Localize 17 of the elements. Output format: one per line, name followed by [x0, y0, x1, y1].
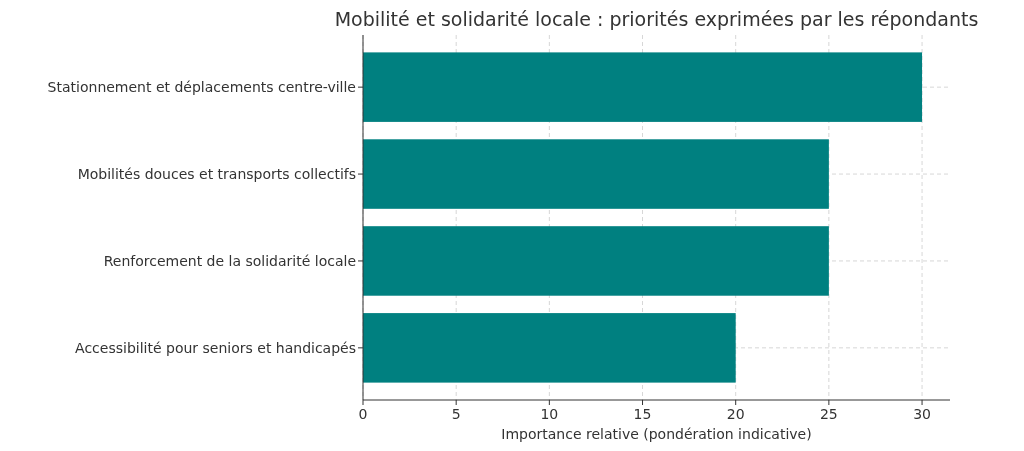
y-tick-label: Stationnement et déplacements centre-ville — [47, 79, 356, 96]
x-tick-label: 20 — [726, 406, 745, 422]
y-tick-label: Accessibilité pour seniors et handicapés — [75, 339, 356, 356]
x-tick-label: 5 — [451, 406, 461, 422]
y-tick-label: Renforcement de la solidarité locale — [103, 252, 356, 269]
bar — [363, 139, 829, 209]
chart-title: Mobilité et solidarité locale : priorités exprimées par les répondants — [334, 8, 979, 30]
y-tick-label: Mobilités douces et transports collectifs — [77, 165, 356, 182]
x-tick-label: 25 — [819, 406, 838, 422]
x-tick-label: 30 — [913, 406, 931, 422]
x-tick-label: 10 — [540, 406, 559, 422]
bar — [363, 313, 736, 383]
x-tick-label: 15 — [633, 406, 652, 422]
x-axis-title: Importance relative (pondération indicative) — [501, 426, 812, 442]
bar — [363, 52, 923, 122]
bar — [363, 226, 829, 296]
x-tick-label: 0 — [358, 406, 368, 422]
